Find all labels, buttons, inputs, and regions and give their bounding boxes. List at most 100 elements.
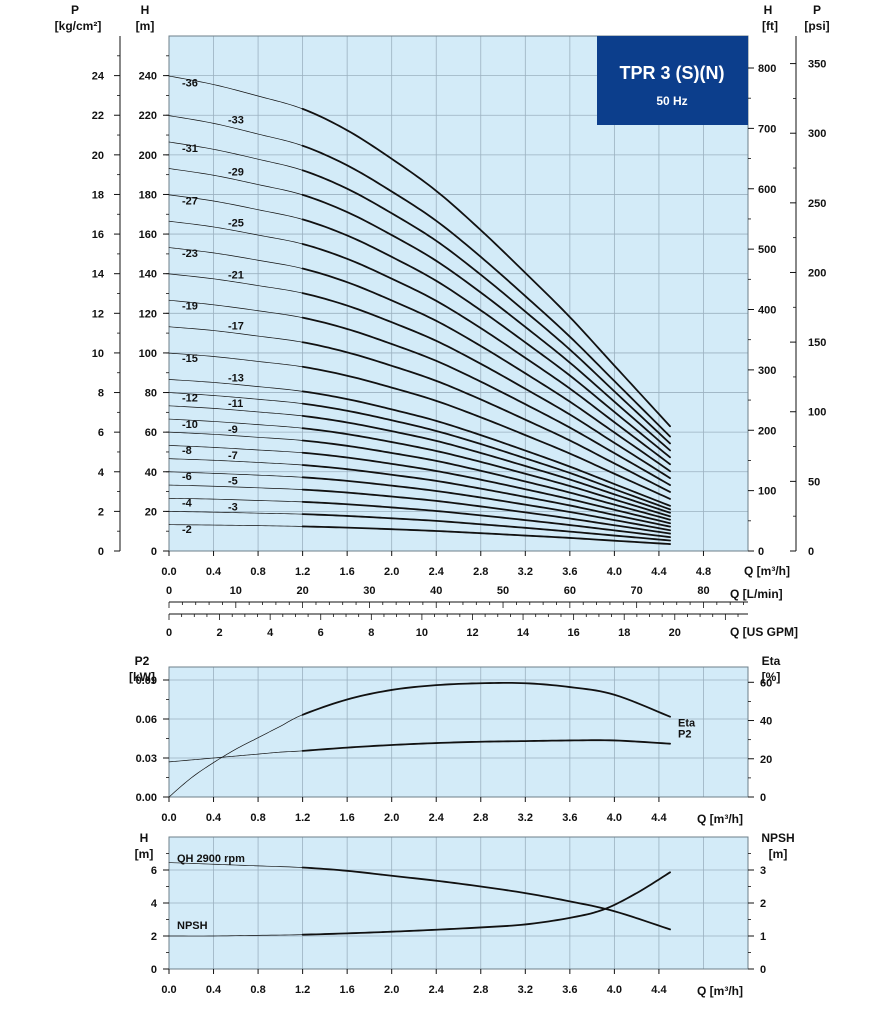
q-lmin-tick-label: 40 [430,585,442,597]
h-tick-label: 240 [139,71,157,83]
stage-curve: -36 [168,75,671,428]
npsh-h-tick-label: 4 [151,898,158,910]
stage-label: -19 [182,301,198,313]
curve-bold [301,866,671,931]
stage-label: -6 [182,471,192,483]
p2-curve: P2 [168,729,692,763]
pe-q-tick-label: 0.0 [161,812,176,824]
p-psi-unit: [psi] [804,19,829,33]
stage-curve: -11 [168,398,671,514]
q-m3h-tick-label: 4.0 [607,566,622,578]
stage-curve-bold [301,169,671,445]
npsh-q-tick-label: 3.2 [518,984,533,996]
stage-curve-thin [168,141,303,171]
h-m-unit: [m] [136,19,155,33]
pe-q-tick-label: 4.0 [607,812,622,824]
eta-tick-label: 60 [760,677,772,689]
npsh-q-tick-label: 1.2 [295,984,310,996]
pe-q-tick-label: 2.4 [429,812,445,824]
stage-curve: -3 [168,501,671,542]
p-kg-tick-label: 6 [98,427,104,439]
p-kg-tick-label: 2 [98,506,104,518]
q-usgpm-tick-label: 14 [517,627,530,639]
stage-curve-thin [168,379,303,392]
h-tick-label: 80 [145,388,157,400]
q-m3h-tick-label: 4.8 [696,566,711,578]
stage-curve-thin [168,220,303,245]
curve-bold [301,871,671,936]
npsh-h-unit: [m] [135,847,154,861]
stage-curve-bold [301,193,671,452]
npsh-q-tick-label: 1.6 [340,984,355,996]
stage-curve-bold [301,476,671,532]
h-tick-label: 100 [139,348,157,360]
h-tick-label: 200 [139,150,157,162]
stage-curve-thin [168,405,303,417]
pe-q-tick-label: 2.0 [384,812,399,824]
npsh-q-tick-label: 2.8 [473,984,488,996]
stage-curve-thin [168,115,303,147]
stage-label: -2 [182,524,192,536]
stage-curve-bold [301,415,671,514]
stage-curve: -29 [168,166,671,452]
stage-label: -31 [182,143,198,155]
npsh-q-tick-label: 0.8 [250,984,265,996]
q-lmin-unit: Q [L/min] [730,587,783,601]
stage-curve-bold [301,316,671,486]
q-usgpm-tick-label: 12 [466,627,478,639]
npsh-h-unit: H [140,831,149,845]
p2-label: P2 [678,729,691,741]
pe-q-tick-label: 0.8 [250,812,265,824]
eta-unit: [%] [762,670,781,684]
stage-curve-bold [301,243,671,466]
p2-unit: [kW] [129,670,155,684]
q-usgpm-unit: Q [US GPM] [730,625,798,639]
q-usgpm-tick-label: 6 [318,627,324,639]
h-tick-label: 0 [151,546,157,558]
p-psi-unit: P [813,3,821,17]
power-efficiency-chart: 0.00 0.03 0.06 0.09 0 20 40 60 0.0 0.4 0.8 1.2 1.6 2.… [129,654,781,826]
p2-tick-label: 0.06 [136,714,157,726]
stage-curve-bold [301,427,671,518]
p-kg-tick-label: 4 [98,467,105,479]
stage-label: -13 [228,372,244,384]
h-ft-tick-label: 500 [758,244,776,256]
h-tick-label: 60 [145,427,157,439]
stage-curve-bold [301,390,671,507]
qh-curve [168,862,671,931]
npsh-r-unit: [m] [769,847,788,861]
stage-label: -36 [182,78,198,90]
q-usgpm-tick-label: 2 [217,627,223,639]
stage-curve-thin [168,273,303,294]
stage-label: -29 [228,166,244,178]
eta-tick-label: 0 [760,792,766,804]
stage-label: -33 [228,115,244,127]
stage-label: -8 [182,445,192,457]
pe-q-tick-label: 2.8 [473,812,488,824]
pe-q-tick-label: 4.4 [651,812,667,824]
stage-label: -12 [182,392,198,404]
h-tick-label: 120 [139,308,157,320]
stage-curve: -27 [168,194,671,459]
model-badge: TPR 3 (S)(N) 50 Hz [597,36,748,125]
stage-curve-thin [168,524,303,527]
q-lmin-tick-label: 10 [230,585,242,597]
stage-curve-bold [301,402,671,511]
q-lmin-tick-label: 0 [166,585,172,597]
npsh-curve [168,871,671,937]
q-m3h-tick-label: 0.8 [250,566,265,578]
stage-label: -25 [228,218,244,230]
curve-thin [168,714,303,798]
stage-curve: -7 [168,450,671,528]
stage-curve-thin [168,497,303,503]
h-tick-label: 140 [139,269,157,281]
stage-curve: -5 [168,476,671,535]
npsh-h-tick-label: 6 [151,865,157,877]
h-tick-label: 180 [139,189,157,201]
q-lmin-tick-label: 70 [631,585,643,597]
stage-curve: -15 [168,352,671,500]
p-psi-tick-label: 50 [808,476,820,488]
stage-curve-bold [301,488,671,535]
p2-tick-label: 0.03 [136,753,157,765]
stage-curve-thin [168,458,303,466]
